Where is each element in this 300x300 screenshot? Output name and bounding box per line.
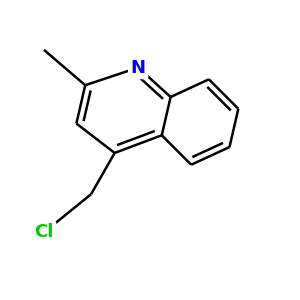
Text: N: N (131, 58, 146, 76)
Text: Cl: Cl (34, 224, 54, 242)
